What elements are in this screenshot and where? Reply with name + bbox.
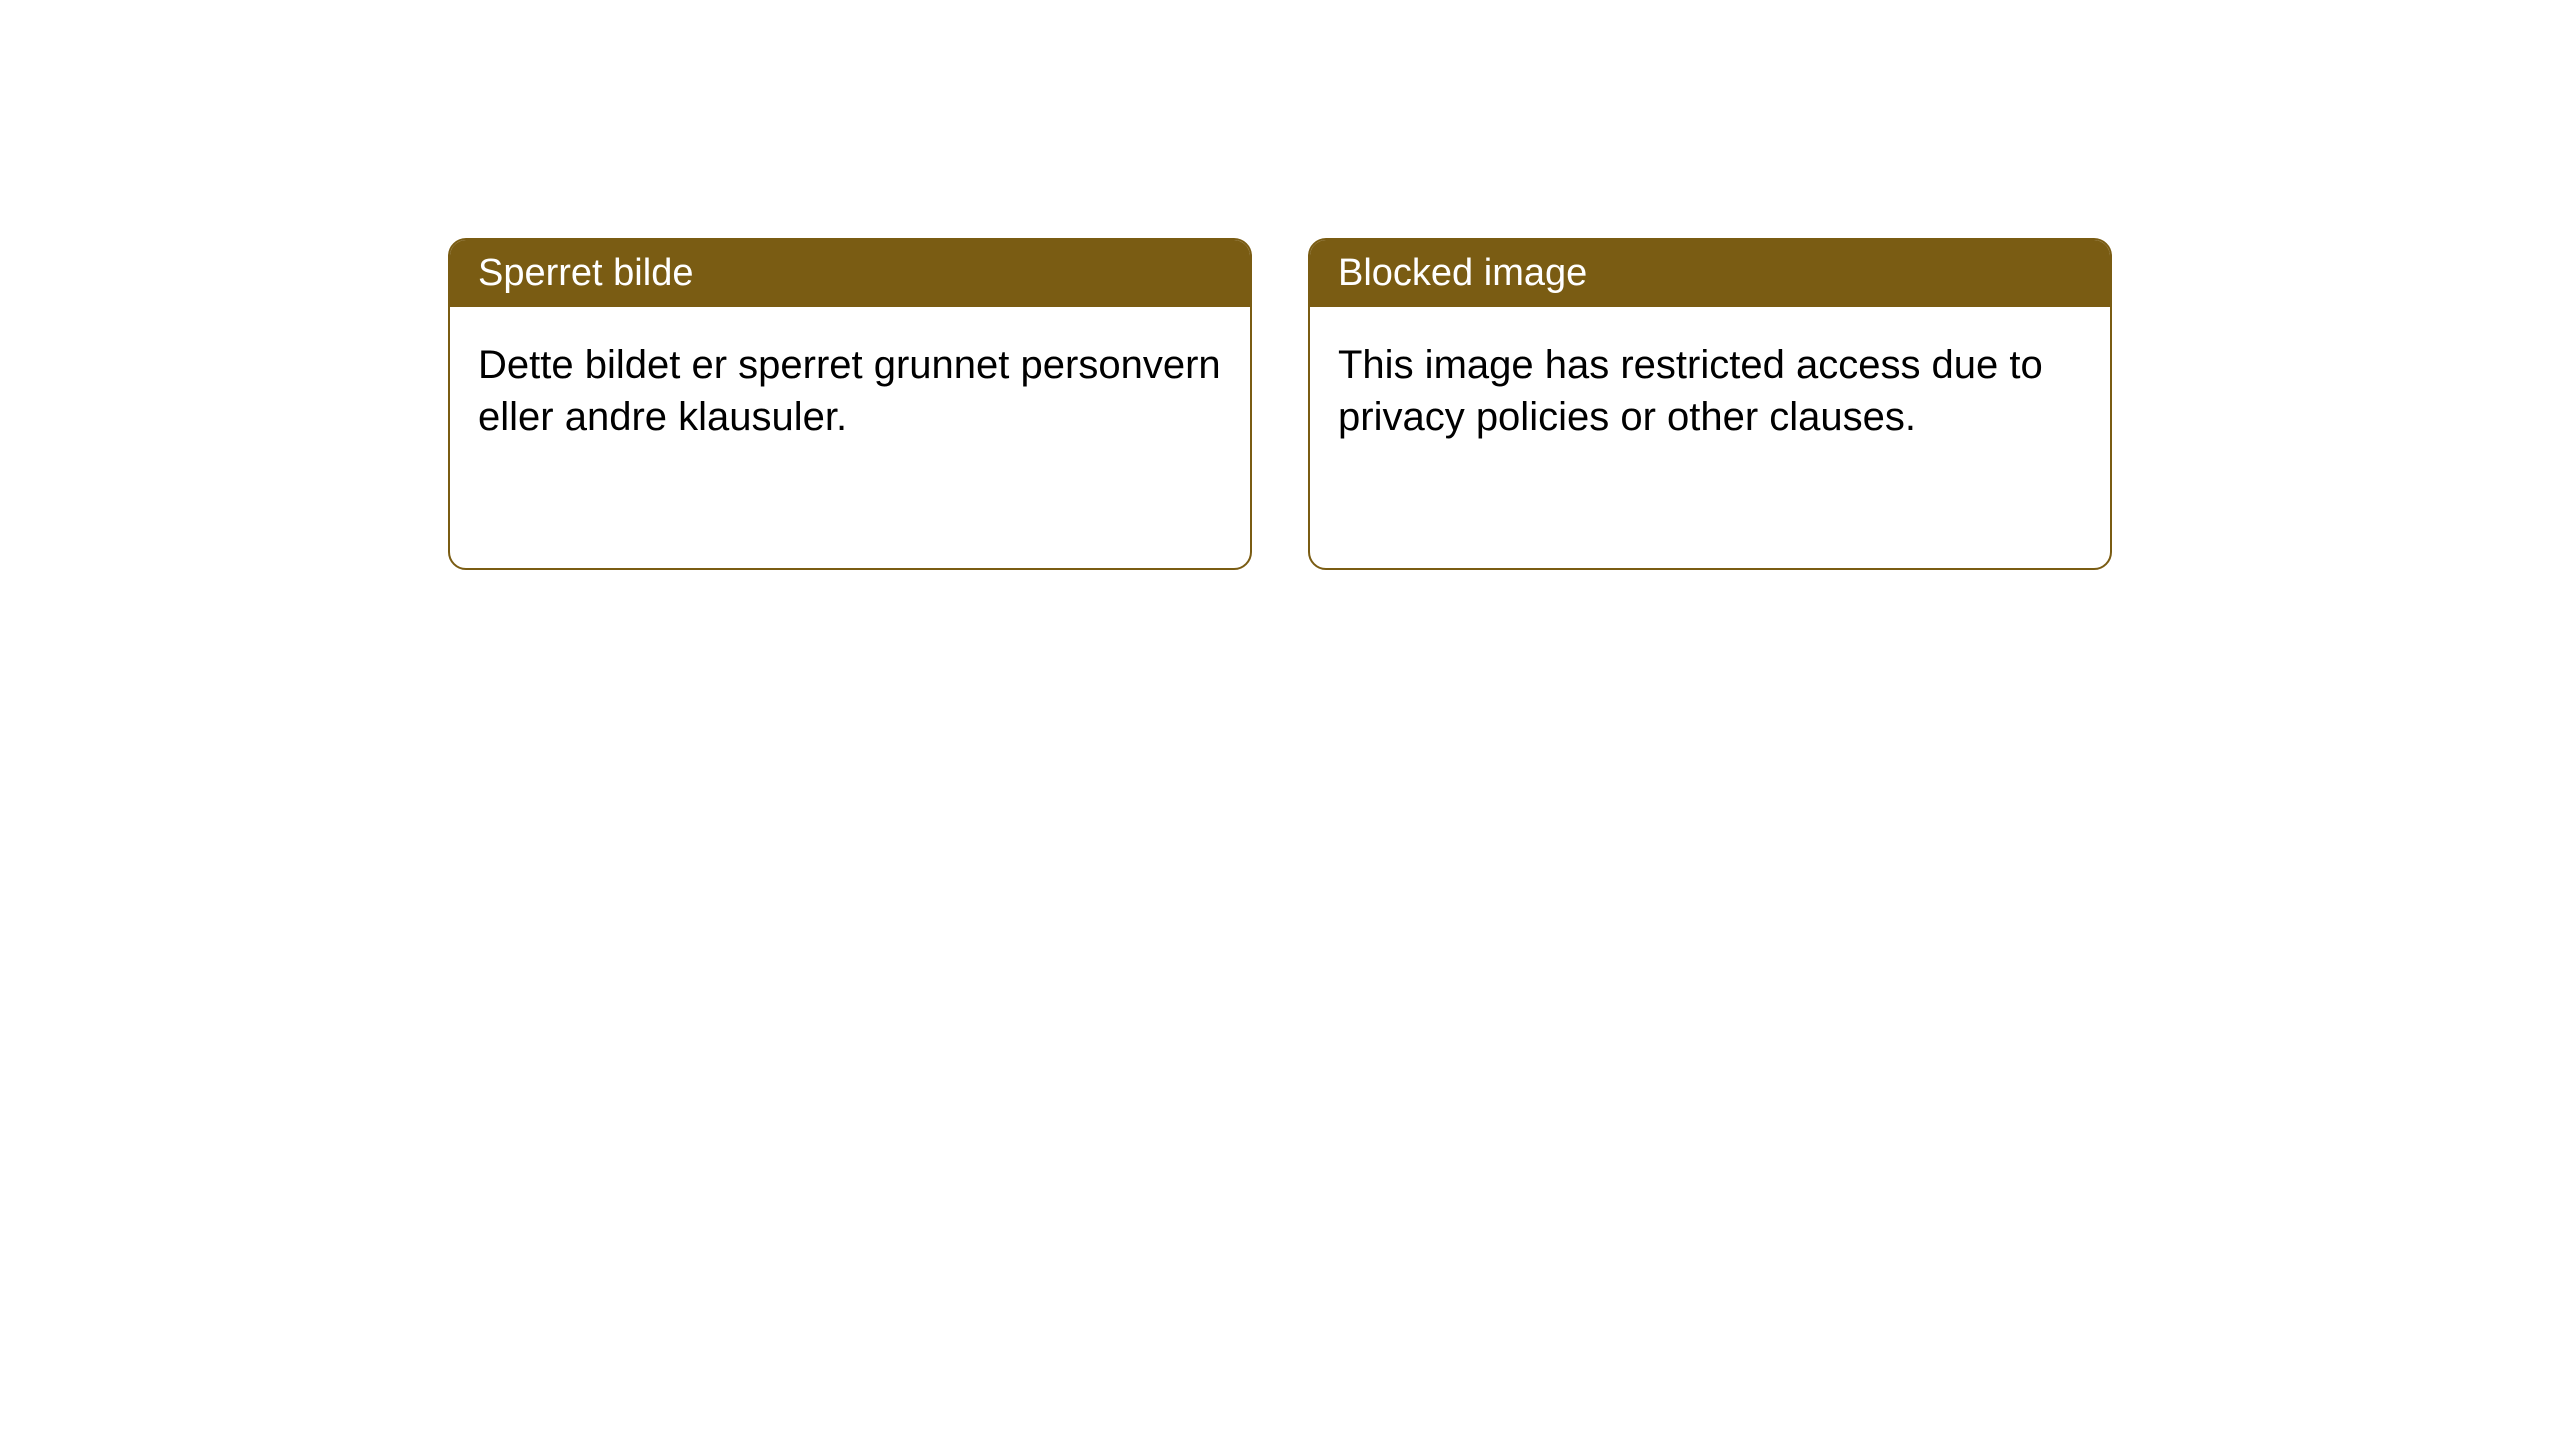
card-body: Dette bildet er sperret grunnet personve… bbox=[450, 307, 1250, 475]
notice-container: Sperret bilde Dette bildet er sperret gr… bbox=[448, 238, 2112, 570]
card-header: Sperret bilde bbox=[450, 240, 1250, 307]
notice-card-english: Blocked image This image has restricted … bbox=[1308, 238, 2112, 570]
notice-card-norwegian: Sperret bilde Dette bildet er sperret gr… bbox=[448, 238, 1252, 570]
card-header: Blocked image bbox=[1310, 240, 2110, 307]
card-body: This image has restricted access due to … bbox=[1310, 307, 2110, 475]
